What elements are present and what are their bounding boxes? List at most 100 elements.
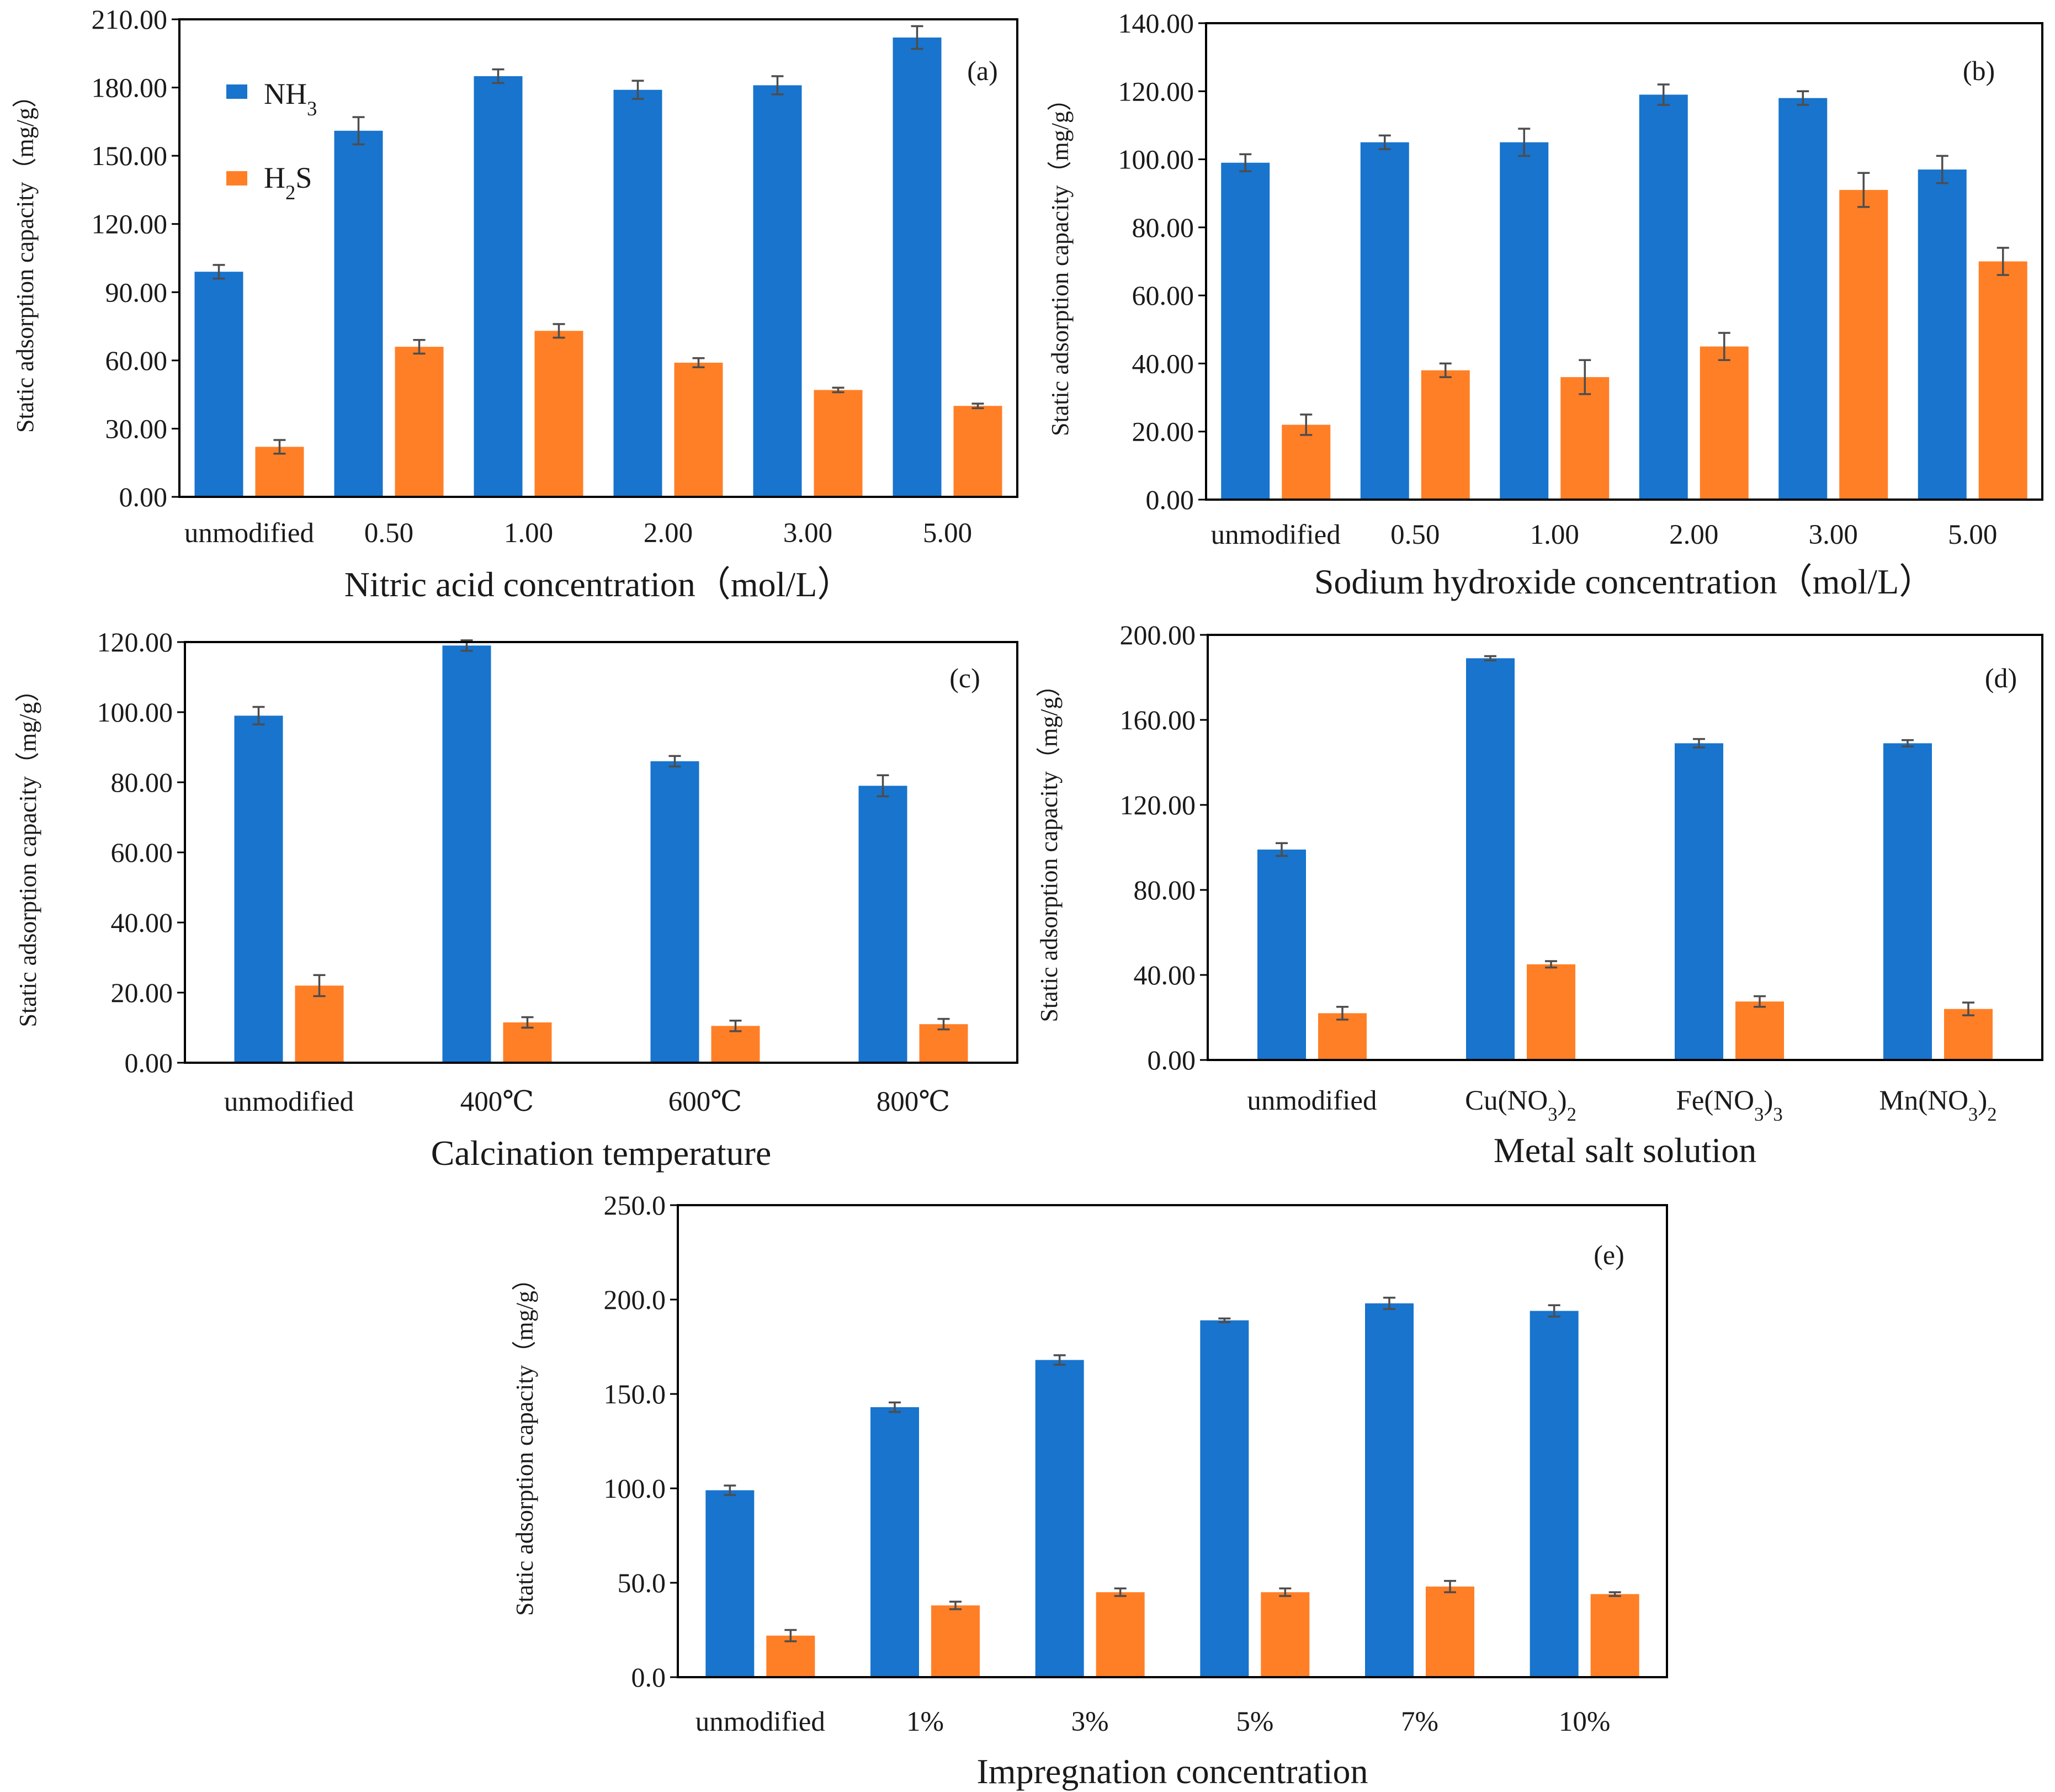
y-axis-title: Static adsorption capacity（mg/g） (1036, 673, 1063, 1022)
y-tick-label: 120.00 (92, 209, 168, 240)
bar-h2s (1426, 1586, 1474, 1677)
x-tick-label: unmodified (224, 1086, 354, 1117)
bar-nh3 (442, 645, 491, 1063)
x-tick-label: 5.00 (923, 518, 972, 549)
chart-panel-b: 0.00 20.00 40.00 60.00 80.00 100.00 120.00 140.… (1047, 8, 2043, 601)
x-tick-label: Mn(NO3)2 (1879, 1085, 1996, 1125)
bar-nh3 (1918, 169, 1967, 500)
y-tick-label: 0.00 (1146, 484, 1194, 515)
panel-label: (d) (1985, 662, 2017, 693)
x-tick-label: 5.00 (1948, 519, 1997, 550)
y-tick-label: 180.00 (92, 72, 168, 103)
y-tick-label: 30.00 (105, 413, 168, 444)
plot-frame (1205, 22, 2043, 501)
bar-nh3 (650, 761, 699, 1063)
y-tick-label: 60.00 (111, 837, 173, 868)
x-tick-label: 2.00 (1669, 519, 1718, 550)
y-tick-label: 80.00 (111, 767, 173, 798)
bar-h2s (1096, 1592, 1145, 1677)
x-tick-label: 1.00 (504, 518, 553, 549)
bar-h2s (295, 985, 344, 1063)
y-tick-label: 20.00 (1132, 416, 1194, 447)
x-tick-label: 1% (906, 1706, 944, 1737)
plot-frame (1207, 634, 2043, 1061)
bar-h2s (1839, 190, 1888, 500)
bar-h2s (1944, 1009, 1993, 1060)
x-axis-title: Metal salt solution (1494, 1131, 1756, 1170)
x-tick-label: 1.00 (1530, 519, 1579, 550)
y-tick-label: 120.00 (97, 627, 173, 658)
y-tick-label: 140.00 (1118, 8, 1194, 39)
y-tick-label: 160.00 (1120, 704, 1196, 735)
bar-h2s (1421, 370, 1470, 500)
bar-nh3 (870, 1407, 919, 1677)
panel-label: (e) (1594, 1239, 1624, 1270)
chart-panel-e: 0.0 50.0 100.0 150.0 200.0 250.0 unmodified 1% 3… (511, 1190, 1668, 1791)
bar-h2s (395, 347, 444, 497)
bar-h2s (1282, 425, 1331, 500)
y-tick-label: 90.00 (105, 277, 168, 307)
bar-nh3 (1257, 849, 1306, 1060)
y-tick-label: 60.00 (1132, 280, 1194, 311)
legend: NH3 H2S (226, 77, 317, 204)
y-tick-label: 120.00 (1118, 76, 1194, 107)
plot-frame (178, 18, 1018, 498)
bar-nh3 (194, 272, 243, 497)
x-tick-label: 0.50 (1390, 519, 1440, 550)
x-tick-label: unmodified (1211, 519, 1341, 550)
bar-nh3 (1530, 1311, 1579, 1677)
x-tick-label: 2.00 (644, 518, 693, 549)
bar-nh3 (858, 786, 907, 1063)
y-tick-label: 50.0 (618, 1567, 666, 1598)
bar-h2s (255, 447, 304, 497)
bar-h2s (919, 1024, 968, 1063)
x-tick-label: 7% (1401, 1706, 1438, 1737)
bar-nh3 (1675, 743, 1723, 1060)
bar-nh3 (1500, 142, 1549, 500)
x-axis-title: Impregnation concentration (976, 1752, 1368, 1791)
panel-label: (c) (949, 662, 980, 693)
x-tick-label: unmodified (695, 1706, 825, 1737)
y-tick-label: 200.0 (604, 1284, 666, 1315)
bar-nh3 (234, 715, 283, 1063)
legend-swatch-nh3 (226, 84, 247, 99)
bar-nh3 (705, 1490, 755, 1677)
bar-h2s (1318, 1013, 1367, 1060)
bar-nh3 (1778, 98, 1828, 500)
y-tick-label: 250.0 (604, 1190, 666, 1221)
bar-nh3 (1360, 142, 1409, 500)
x-tick-label: 3% (1071, 1706, 1109, 1737)
y-tick-label: 100.00 (1118, 144, 1194, 175)
x-tick-label: Fe(NO3)3 (1676, 1085, 1782, 1125)
y-tick-label: 0.00 (125, 1047, 173, 1078)
x-tick-label: unmodified (184, 518, 314, 549)
bar-nh3 (334, 130, 383, 497)
chart-panel-c: 0.00 20.00 40.00 60.00 80.00 100.00 120.00 unmo… (14, 627, 1018, 1173)
y-tick-label: 40.00 (1134, 959, 1196, 990)
x-axis-title: Nitric acid concentration（mol/L） (344, 565, 853, 604)
panel-label: (a) (967, 55, 998, 86)
bar-nh3 (1035, 1360, 1084, 1677)
x-tick-label: unmodified (1247, 1085, 1377, 1116)
panel-label: (b) (1963, 55, 1995, 86)
bar-nh3 (474, 76, 523, 497)
bar-h2s (503, 1022, 552, 1063)
plot-frame (677, 1204, 1668, 1678)
x-tick-label: 800℃ (877, 1086, 950, 1117)
x-tick-label: 3.00 (1809, 519, 1858, 550)
legend-swatch-h2s (226, 171, 247, 185)
bar-h2s (534, 331, 583, 497)
x-tick-label: 0.50 (364, 518, 413, 549)
x-tick-label: 5% (1236, 1706, 1273, 1737)
bar-h2s (1700, 346, 1749, 500)
bar-h2s (1735, 1001, 1784, 1060)
bar-nh3 (893, 37, 942, 497)
y-tick-label: 200.00 (1120, 619, 1196, 650)
bar-nh3 (1365, 1303, 1414, 1677)
bar-nh3 (1466, 658, 1515, 1060)
bar-h2s (1978, 261, 2027, 500)
bar-h2s (674, 362, 723, 497)
chart-panel-a: 0.00 30.00 60.00 90.00 120.00 150.00 180.00 210… (12, 4, 1018, 604)
y-tick-label: 210.00 (92, 4, 168, 35)
